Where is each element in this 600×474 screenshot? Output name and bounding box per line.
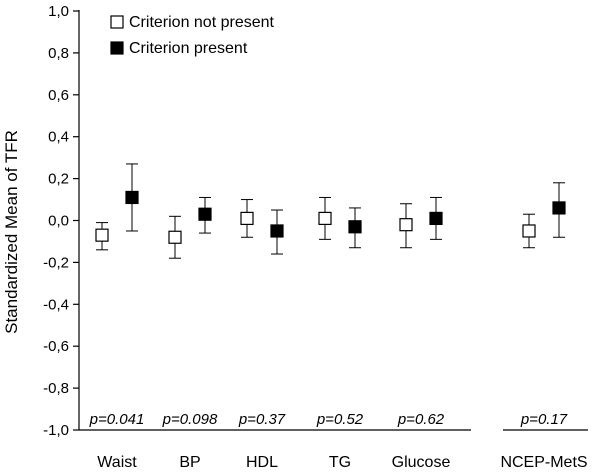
data-point-present xyxy=(270,224,284,238)
data-point-present xyxy=(125,190,139,205)
p-value-label: p=0.098 xyxy=(162,411,218,428)
x-category-label: TG xyxy=(329,454,351,471)
data-point-not-present xyxy=(399,218,413,232)
data-point-not-present xyxy=(318,211,332,226)
data-point-not-present xyxy=(95,228,109,242)
data-point-not-present xyxy=(240,211,254,226)
y-tick-label: -0,2 xyxy=(43,254,69,271)
x-category-label: BP xyxy=(179,454,200,471)
x-category-label: Waist xyxy=(97,454,137,471)
legend-entry-label: Criterion not present xyxy=(129,14,275,31)
y-tick-label: -0,6 xyxy=(43,338,69,355)
x-category-label: Glucose xyxy=(392,454,451,471)
x-category-label: NCEP-MetS xyxy=(500,454,587,471)
chart-marks xyxy=(95,163,566,259)
x-category-label: HDL xyxy=(246,454,278,471)
y-tick-label: 0,0 xyxy=(48,213,69,230)
data-point-present xyxy=(552,201,566,215)
y-tick-label: 0,6 xyxy=(48,87,69,104)
y-tick-label: 0,8 xyxy=(48,45,69,62)
data-point-present xyxy=(429,211,443,226)
axes: -1,0 -0,8 -0,6 -0,4 -0,2 0,0 0,2 0,4 0,6 0,8 1,0 Wa… xyxy=(43,3,588,471)
legend-marker xyxy=(110,15,124,29)
y-tick-label: 0,2 xyxy=(48,171,69,188)
data-point-present xyxy=(348,220,362,234)
p-value-label: p=0.041 xyxy=(89,411,145,428)
legend: Criterion not present Criterion present xyxy=(110,14,275,57)
y-tick-label: 1,0 xyxy=(48,3,69,20)
data-point-not-present xyxy=(168,230,182,244)
legend-marker xyxy=(110,41,124,55)
y-tick-label: -1,0 xyxy=(43,422,69,439)
data-point-present xyxy=(198,207,212,221)
y-tick-label: -0,4 xyxy=(43,296,69,313)
legend-entry-label: Criterion present xyxy=(129,40,248,57)
p-value-label: p=0.62 xyxy=(397,411,445,428)
y-tick-label: 0,4 xyxy=(48,129,69,146)
data-point-not-present xyxy=(522,224,536,238)
p-value-label: p=0.17 xyxy=(520,411,568,428)
y-axis-label: Standardized Mean of TFR xyxy=(2,130,21,334)
p-value-label: p=0.52 xyxy=(316,411,364,428)
p-value-label: p=0.37 xyxy=(238,411,286,428)
y-tick-label: -0,8 xyxy=(43,380,69,397)
